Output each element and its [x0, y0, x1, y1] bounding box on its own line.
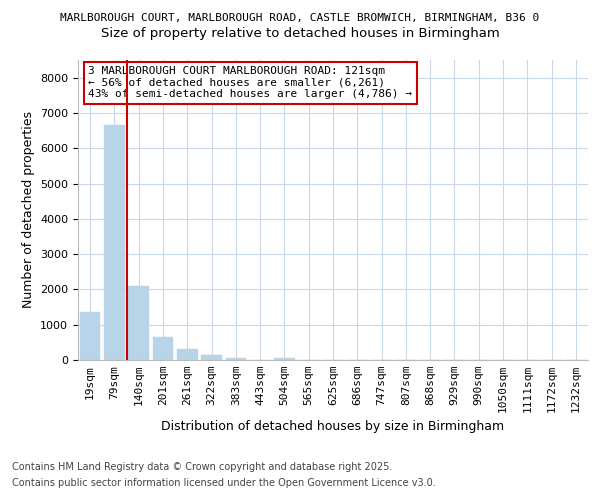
Text: Contains public sector information licensed under the Open Government Licence v3: Contains public sector information licen… — [12, 478, 436, 488]
Bar — [104, 126, 125, 360]
Bar — [201, 354, 222, 360]
Text: Size of property relative to detached houses in Birmingham: Size of property relative to detached ho… — [101, 28, 499, 40]
Bar — [177, 349, 197, 360]
Bar — [152, 338, 173, 360]
Y-axis label: Number of detached properties: Number of detached properties — [22, 112, 35, 308]
Bar — [274, 358, 295, 360]
Bar — [128, 286, 149, 360]
Text: Contains HM Land Registry data © Crown copyright and database right 2025.: Contains HM Land Registry data © Crown c… — [12, 462, 392, 472]
X-axis label: Distribution of detached houses by size in Birmingham: Distribution of detached houses by size … — [161, 420, 505, 434]
Bar — [226, 358, 246, 360]
Text: MARLBOROUGH COURT, MARLBOROUGH ROAD, CASTLE BROMWICH, BIRMINGHAM, B36 0: MARLBOROUGH COURT, MARLBOROUGH ROAD, CAS… — [61, 12, 539, 22]
Text: 3 MARLBOROUGH COURT MARLBOROUGH ROAD: 121sqm
← 56% of detached houses are smalle: 3 MARLBOROUGH COURT MARLBOROUGH ROAD: 12… — [88, 66, 412, 99]
Bar — [80, 312, 100, 360]
